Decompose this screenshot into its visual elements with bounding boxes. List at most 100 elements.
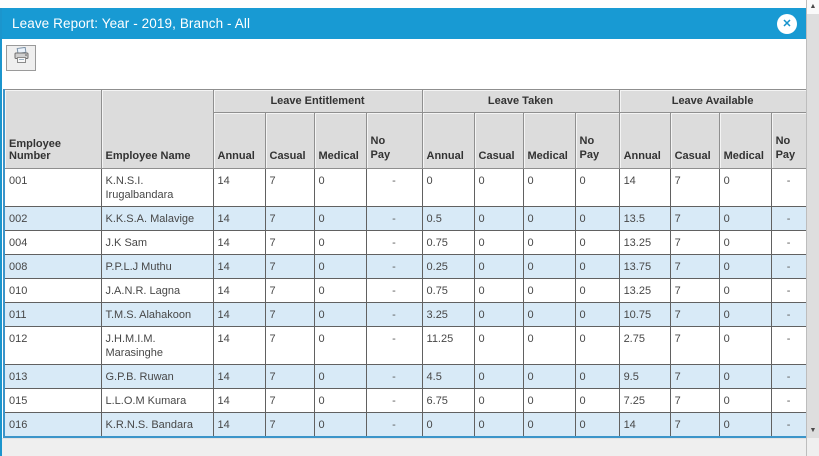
cell-employee-name: K.N.S.I. Irugalbandara — [100, 168, 214, 207]
cell-entitlement-no-pay: - — [365, 302, 423, 327]
cell-entitlement-annual: 14 — [212, 278, 266, 303]
cell-entitlement-medical: 0 — [313, 302, 367, 327]
cell-entitlement-casual: 7 — [264, 230, 315, 255]
cell-employee-name: J.K Sam — [100, 230, 214, 255]
col-header-taken-no-pay: No Pay — [574, 112, 620, 169]
cell-entitlement-medical: 0 — [313, 206, 367, 231]
cell-entitlement-casual: 7 — [264, 388, 315, 413]
cell-entitlement-no-pay: - — [365, 254, 423, 279]
cell-taken-annual: 0.5 — [421, 206, 475, 231]
col-header-available-annual: Annual — [618, 112, 671, 169]
table-row[interactable]: 008 P.P.L.J Muthu 14 7 0-0.25 0 0 0 13.75 7 0- — [3, 254, 807, 279]
print-button[interactable] — [6, 45, 36, 71]
close-icon[interactable]: ✕ — [777, 13, 797, 34]
cell-taken-no-pay: 0 — [574, 206, 620, 231]
cell-taken-medical: 0 — [522, 168, 576, 207]
cell-taken-casual: 0 — [473, 254, 524, 279]
cell-taken-casual: 0 — [473, 168, 524, 207]
window-footer-area — [2, 438, 806, 456]
cell-available-casual: 7 — [669, 206, 720, 231]
cell-available-medical: 0 — [718, 364, 772, 389]
group-header-leave-taken: Leave Taken — [421, 89, 620, 113]
cell-entitlement-casual: 7 — [264, 412, 315, 438]
cell-available-casual: 7 — [669, 278, 720, 303]
cell-employee-number: 002 — [3, 206, 102, 231]
cell-taken-medical: 0 — [522, 206, 576, 231]
cell-employee-name: K.R.N.S. Bandara — [100, 412, 214, 438]
cell-taken-casual: 0 — [473, 278, 524, 303]
cell-taken-annual: 0 — [421, 412, 475, 438]
table-row[interactable]: 011 T.M.S. Alahakoon 14 7 0-3.25 0 0 0 10.75 7 0- — [3, 302, 807, 327]
cell-entitlement-no-pay: - — [365, 230, 423, 255]
cell-entitlement-annual: 14 — [212, 254, 266, 279]
page-scrollbar[interactable]: ▲ ▼ — [806, 0, 819, 456]
col-header-entitlement-medical: Medical — [313, 112, 367, 169]
col-header-taken-casual: Casual — [473, 112, 524, 169]
cell-taken-medical: 0 — [522, 326, 576, 365]
table-row[interactable]: 015 L.L.O.M Kumara 14 7 0-6.75 0 0 0 7.25 7 0- — [3, 388, 807, 413]
leave-table-body: 001 K.N.S.I. Irugalbandara 14 7 0-0 0 0 0 14 7 0-0… — [3, 168, 807, 438]
scrollbar-up-icon[interactable]: ▲ — [807, 0, 819, 14]
cell-available-annual: 7.25 — [618, 388, 671, 413]
cell-available-no-pay: - — [770, 168, 807, 207]
table-row[interactable]: 016 K.R.N.S. Bandara 14 7 0-0 0 0 0 14 7 0- — [3, 412, 807, 438]
cell-taken-no-pay: 0 — [574, 168, 620, 207]
cell-taken-casual: 0 — [473, 326, 524, 365]
cell-available-annual: 13.75 — [618, 254, 671, 279]
cell-taken-annual: 0.75 — [421, 278, 475, 303]
cell-available-annual: 2.75 — [618, 326, 671, 365]
cell-taken-casual: 0 — [473, 364, 524, 389]
cell-employee-name: T.M.S. Alahakoon — [100, 302, 214, 327]
cell-available-medical: 0 — [718, 254, 772, 279]
cell-entitlement-medical: 0 — [313, 388, 367, 413]
table-row[interactable]: 004 J.K Sam 14 7 0-0.75 0 0 0 13.25 7 0- — [3, 230, 807, 255]
leave-report-window: Leave Report: Year - 2019, Branch - All … — [0, 8, 807, 456]
cell-taken-annual: 6.75 — [421, 388, 475, 413]
cell-available-no-pay: - — [770, 230, 807, 255]
scrollbar-down-icon[interactable]: ▼ — [807, 424, 819, 438]
cell-taken-no-pay: 0 — [574, 364, 620, 389]
col-header-employee-number: Employee Number — [3, 89, 102, 169]
table-row[interactable]: 001 K.N.S.I. Irugalbandara 14 7 0-0 0 0 0 14 7 0- — [3, 168, 807, 207]
cell-available-casual: 7 — [669, 254, 720, 279]
cell-available-casual: 7 — [669, 412, 720, 438]
cell-employee-number: 015 — [3, 388, 102, 413]
cell-employee-number: 008 — [3, 254, 102, 279]
cell-taken-casual: 0 — [473, 388, 524, 413]
cell-entitlement-annual: 14 — [212, 364, 266, 389]
cell-entitlement-annual: 14 — [212, 206, 266, 231]
window-title: Leave Report: Year - 2019, Branch - All — [12, 16, 251, 31]
cell-entitlement-medical: 0 — [313, 326, 367, 365]
cell-entitlement-annual: 14 — [212, 388, 266, 413]
cell-employee-name: K.K.S.A. Malavige — [100, 206, 214, 231]
col-header-taken-annual: Annual — [421, 112, 475, 169]
table-row[interactable]: 012 J.H.M.I.M. Marasinghe 14 7 0-11.25 0 0 0 2.7… — [3, 326, 807, 365]
col-header-employee-name: Employee Name — [100, 89, 214, 169]
cell-available-no-pay: - — [770, 326, 807, 365]
cell-taken-medical: 0 — [522, 302, 576, 327]
col-header-taken-medical: Medical — [522, 112, 576, 169]
cell-taken-casual: 0 — [473, 412, 524, 438]
cell-available-annual: 14 — [618, 412, 671, 438]
cell-available-casual: 7 — [669, 302, 720, 327]
cell-available-no-pay: - — [770, 302, 807, 327]
cell-available-medical: 0 — [718, 326, 772, 365]
cell-available-no-pay: - — [770, 254, 807, 279]
cell-entitlement-no-pay: - — [365, 364, 423, 389]
cell-taken-medical: 0 — [522, 364, 576, 389]
table-row[interactable]: 002 K.K.S.A. Malavige 14 7 0-0.5 0 0 0 13.5 7 0- — [3, 206, 807, 231]
cell-entitlement-medical: 0 — [313, 278, 367, 303]
col-header-entitlement-casual: Casual — [264, 112, 315, 169]
cell-employee-name: J.H.M.I.M. Marasinghe — [100, 326, 214, 365]
table-row[interactable]: 013 G.P.B. Ruwan 14 7 0-4.5 0 0 0 9.5 7 0- — [3, 364, 807, 389]
cell-employee-name: G.P.B. Ruwan — [100, 364, 214, 389]
cell-entitlement-no-pay: - — [365, 206, 423, 231]
cell-taken-no-pay: 0 — [574, 388, 620, 413]
table-row[interactable]: 010 J.A.N.R. Lagna 14 7 0-0.75 0 0 0 13.25 7 0- — [3, 278, 807, 303]
cell-entitlement-casual: 7 — [264, 326, 315, 365]
page-background-strip — [0, 0, 806, 8]
cell-available-no-pay: - — [770, 278, 807, 303]
cell-employee-number: 013 — [3, 364, 102, 389]
cell-taken-annual: 0 — [421, 168, 475, 207]
cell-taken-casual: 0 — [473, 302, 524, 327]
